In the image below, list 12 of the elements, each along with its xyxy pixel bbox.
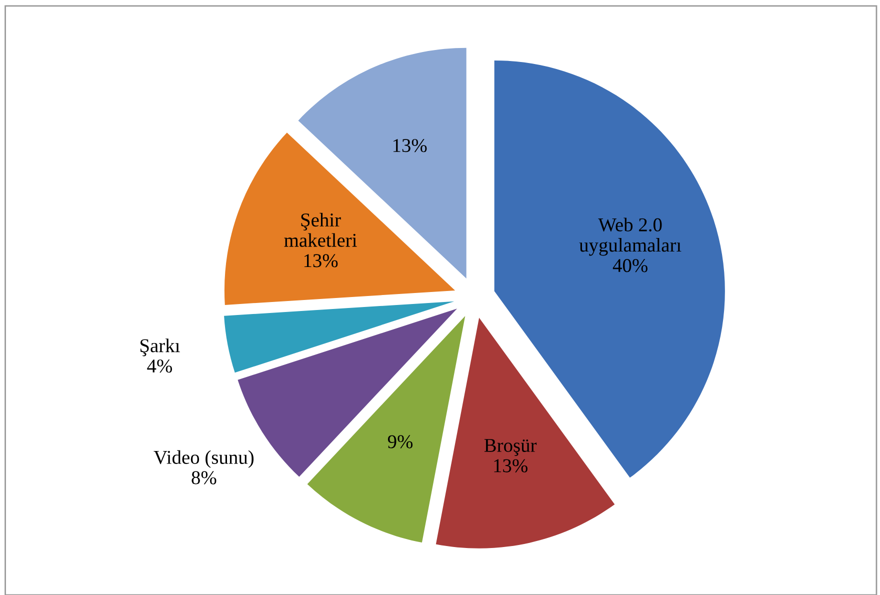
- slice-label: Web 2.0 uygulamaları: [579, 218, 682, 256]
- slice-label: Şehir maketleri: [284, 212, 357, 247]
- slice-label: Video (sunu): [154, 450, 254, 468]
- data-label: 9%: [388, 435, 413, 448]
- slice-label: Broşür: [484, 439, 537, 456]
- data-label: 8%: [192, 471, 216, 484]
- data-label: 13%: [304, 254, 338, 268]
- data-label: 4%: [147, 359, 172, 373]
- data-label: 40%: [612, 259, 648, 272]
- slice-label: Şarkı: [140, 338, 180, 356]
- data-label: 13%: [494, 459, 528, 472]
- data-label: 13%: [393, 138, 427, 152]
